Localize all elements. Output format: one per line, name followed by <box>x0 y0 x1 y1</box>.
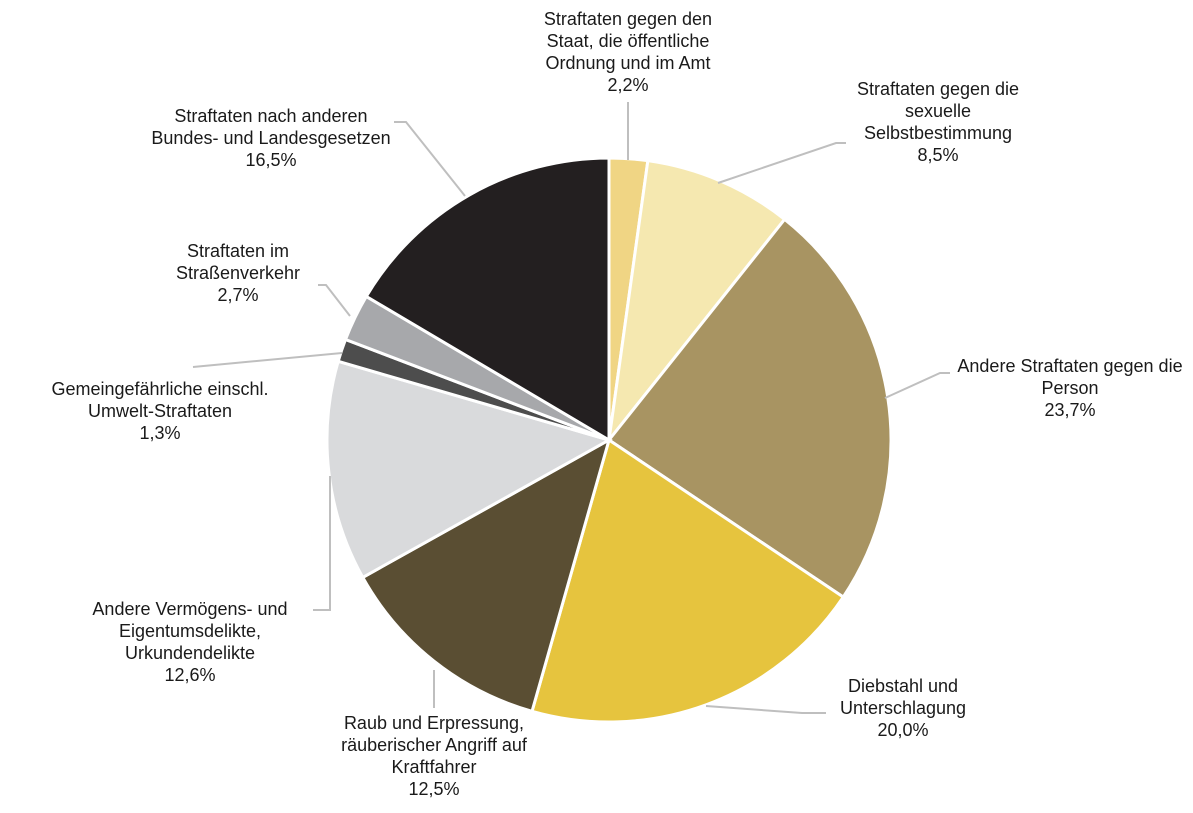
pie-slice <box>360 436 612 714</box>
category-label: Raub und Erpressung, räuberischer Angrif… <box>341 713 527 777</box>
slice-label: Straftaten im Straßenverkehr 2,7% <box>156 240 321 306</box>
category-label: Gemeingefährliche einschl. Umwelt-Straft… <box>51 379 269 421</box>
slice-label: Andere Straftaten gegen die Person 23,7% <box>955 355 1185 421</box>
slice-label: Diebstahl und Unterschlagung 20,0% <box>821 675 986 741</box>
category-label: Diebstahl und Unterschlagung <box>839 676 967 718</box>
value-label: 8,5% <box>917 145 959 165</box>
slice-label: Straftaten nach anderen Bundes- und Land… <box>149 105 394 171</box>
value-label: 1,3% <box>139 423 181 443</box>
value-label: 12,6% <box>164 665 216 685</box>
leader-line <box>313 476 331 611</box>
leader-line <box>192 352 343 368</box>
pie-slice <box>530 437 846 724</box>
leader-line <box>394 121 466 197</box>
pie-slice <box>325 359 613 580</box>
leader-line <box>318 284 351 317</box>
category-label: Straftaten gegen den Staat, die öffentli… <box>543 9 713 73</box>
leader-line <box>884 372 950 399</box>
slice-label: Straftaten gegen die sexuelle Selbstbest… <box>838 78 1038 166</box>
value-label: 23,7% <box>1044 400 1096 420</box>
value-label: 12,5% <box>408 779 460 799</box>
leader-line <box>705 705 826 714</box>
category-label: Straftaten nach anderen Bundes- und Land… <box>151 106 391 148</box>
pie-slice <box>606 158 787 446</box>
value-label: 16,5% <box>245 150 297 170</box>
slice-label: Gemeingefährliche einschl. Umwelt-Straft… <box>40 378 280 444</box>
value-label: 2,7% <box>217 285 259 305</box>
slice-label: Straftaten gegen den Staat, die öffentli… <box>521 8 736 96</box>
slice-label: Andere Vermögens- und Eigentumsdelikte, … <box>68 598 313 686</box>
value-label: 20,0% <box>877 720 929 740</box>
value-label: 2,2% <box>607 75 649 95</box>
leader-line <box>717 142 846 184</box>
category-label: Andere Straftaten gegen die Person <box>957 356 1183 398</box>
category-label: Andere Vermögens- und Eigentumsdelikte, … <box>92 599 288 663</box>
category-label: Straftaten im Straßenverkehr <box>175 241 301 283</box>
slice-label: Raub und Erpressung, räuberischer Angrif… <box>312 712 557 800</box>
category-label: Straftaten gegen die sexuelle Selbstbest… <box>856 79 1020 143</box>
pie-slice <box>364 156 611 443</box>
